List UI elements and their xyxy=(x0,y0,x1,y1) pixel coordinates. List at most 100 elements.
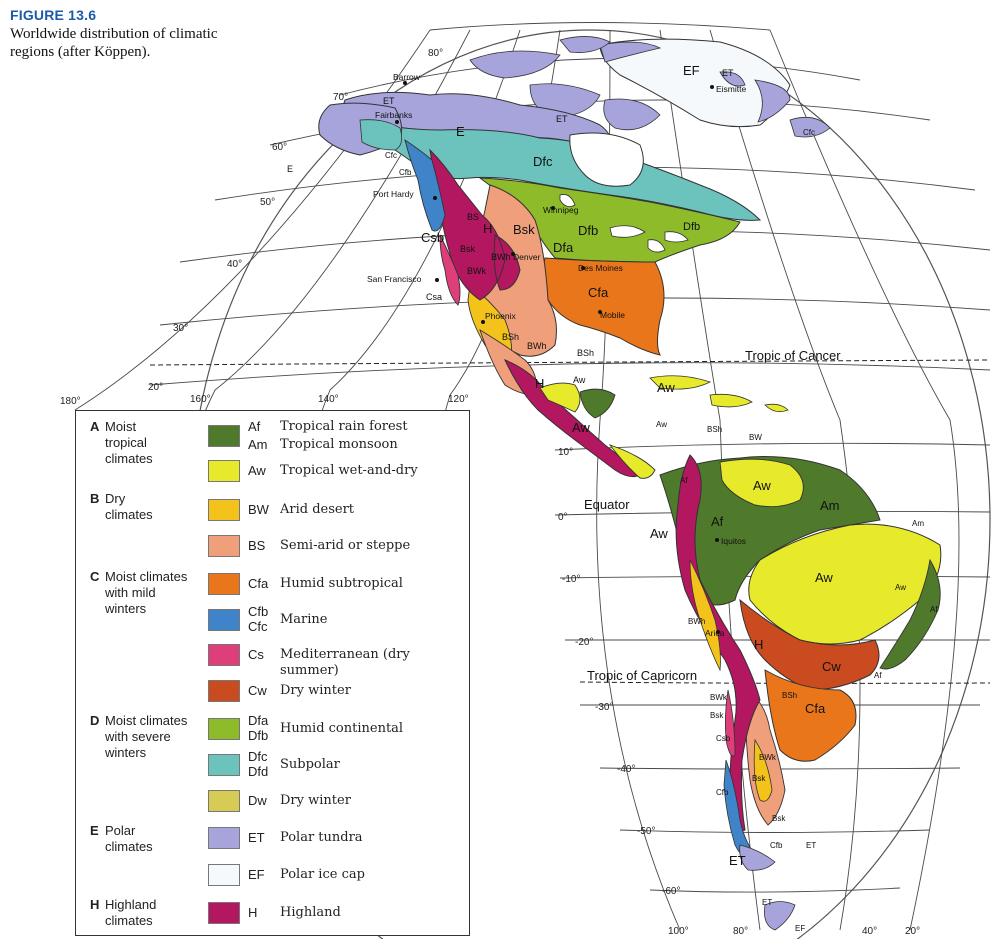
climate-legend: A Moist tropical climates B Dry climates… xyxy=(75,410,470,936)
place-des-moines: Des Moines xyxy=(578,263,623,273)
place-eismitte: Eismitte xyxy=(716,84,747,94)
legend-group-h: H Highland climates xyxy=(90,897,157,928)
region-label: Cfa xyxy=(588,285,609,300)
region-label: Am xyxy=(820,498,840,513)
region-label: Csa xyxy=(426,292,442,302)
sa-steppe-patagonia xyxy=(744,689,786,826)
region-label: BWh xyxy=(688,617,705,626)
region-label: Cfa xyxy=(805,701,826,716)
yucatan xyxy=(579,388,616,419)
legend-name-cfa: Humid subtropical xyxy=(280,576,403,591)
legend-code-af: Af xyxy=(248,419,261,434)
place-phoenix: Phoenix xyxy=(485,311,516,321)
legend-code-dfa: Dfa xyxy=(248,713,269,728)
lat-10: 10° xyxy=(558,447,573,458)
lat-m30: -30° xyxy=(595,702,613,713)
tropic-lines xyxy=(149,359,991,684)
region-label: Af xyxy=(711,514,724,529)
region-label: BSh xyxy=(502,332,519,342)
region-label: Dfa xyxy=(553,240,574,255)
region-label: Bsk xyxy=(513,222,535,237)
region-label: H xyxy=(483,221,492,236)
sa-brazil-aw xyxy=(748,523,942,645)
legend-name-bs: Semi-arid or steppe xyxy=(280,538,411,553)
lat-m40: -40° xyxy=(617,764,635,775)
legend-name-am: Tropical monsoon xyxy=(280,437,398,452)
lat-m50: -50° xyxy=(637,826,655,837)
legend-code-dfb: Dfb xyxy=(248,728,269,743)
region-label: Aw xyxy=(657,380,675,395)
region-label: BS xyxy=(467,212,479,222)
legend-code-h: H xyxy=(248,905,258,920)
sa-north-aw xyxy=(719,458,804,508)
equator-label: Equator xyxy=(584,497,630,512)
greenland-tundra xyxy=(599,41,791,123)
region-label: Aw xyxy=(753,478,771,493)
legend-name-af: Tropical rain forest xyxy=(280,419,408,434)
legend-code-cfc: Cfc xyxy=(248,619,268,634)
region-label: ET xyxy=(556,114,568,124)
greenland-ice xyxy=(599,38,791,128)
legend-name-et: Polar tundra xyxy=(280,830,363,845)
lat-m10: -10° xyxy=(562,574,580,585)
region-label: E xyxy=(456,124,465,139)
place-port-hardy: Port Hardy xyxy=(373,189,414,199)
legend-swatch-et xyxy=(208,827,240,849)
legend-code-cs: Cs xyxy=(248,647,264,662)
legend-swatch-cw xyxy=(208,680,240,702)
legend-swatch-dw xyxy=(208,790,240,812)
region-label: Aw xyxy=(573,375,586,385)
legend-swatch-cfb xyxy=(208,609,240,631)
place-denver: Denver xyxy=(513,252,541,262)
region-label: Cfb xyxy=(770,841,783,850)
figure-caption: Worldwide distribution of climatic regio… xyxy=(10,26,218,60)
region-label: BWk xyxy=(710,693,728,702)
great-lakes xyxy=(559,194,689,253)
region-label: Af xyxy=(874,671,882,680)
region-label: Bsk xyxy=(752,774,766,783)
alaska-subpolar xyxy=(359,119,403,151)
tropic-of-capricorn-label: Tropic of Capricorn xyxy=(587,668,697,683)
lon-160: 160° xyxy=(190,394,211,405)
na-subtropical xyxy=(542,257,665,356)
legend-group-d: D Moist climates with severe winters xyxy=(90,713,188,760)
region-label: Dfb xyxy=(683,221,700,233)
legend-swatch-ef xyxy=(208,864,240,886)
legend-group-e: E Polar climates xyxy=(90,823,153,854)
legend-code-ef: EF xyxy=(248,867,265,882)
place-barrow: Barrow xyxy=(393,72,421,82)
region-label: ET xyxy=(722,68,734,78)
legend-name-ef: Polar ice cap xyxy=(280,867,365,882)
region-label: Cfb xyxy=(399,168,412,177)
region-label: Aw xyxy=(815,570,833,585)
region-label: Am xyxy=(912,519,924,528)
sa-subtropical xyxy=(764,669,857,762)
lon-140: 140° xyxy=(318,394,339,405)
legend-code-cfa: Cfa xyxy=(248,576,269,591)
legend-code-bs: BS xyxy=(248,538,266,553)
legend-swatch-aw xyxy=(208,460,240,482)
caribbean-islands xyxy=(649,375,789,413)
region-label: BWk xyxy=(759,753,777,762)
legend-code-bw: BW xyxy=(248,502,269,517)
legend-name-cw: Dry winter xyxy=(280,683,351,698)
lat-50: 50° xyxy=(260,197,275,208)
legend-code-cfb: Cfb xyxy=(248,604,269,619)
arctic-islands xyxy=(469,36,831,138)
region-label: ET xyxy=(729,853,746,868)
sa-tip-tundra xyxy=(739,844,776,871)
legend-swatch-dfa xyxy=(208,718,240,740)
region-label: H xyxy=(754,637,763,652)
lon-80: 80° xyxy=(733,926,748,937)
region-label: Csb xyxy=(421,230,444,245)
region-label: BSh xyxy=(782,691,797,700)
region-label: Dfc xyxy=(533,154,553,169)
lon-20: 20° xyxy=(905,926,920,937)
legend-code-et: ET xyxy=(248,830,265,845)
lon-180: 180° xyxy=(60,396,81,407)
legend-group-c: C Moist climates with mild winters xyxy=(90,569,188,616)
legend-swatch-bw xyxy=(208,499,240,521)
legend-swatch-cfa xyxy=(208,573,240,595)
legend-swatch-dfc xyxy=(208,754,240,776)
place-mobile: Mobile xyxy=(600,310,625,320)
